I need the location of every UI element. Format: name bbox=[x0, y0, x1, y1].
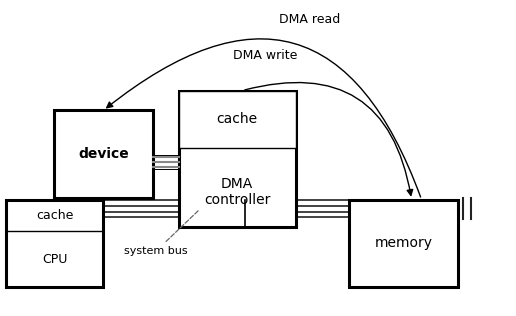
Text: memory: memory bbox=[375, 236, 433, 250]
Text: DMA read: DMA read bbox=[279, 13, 340, 26]
Text: DMA
controller: DMA controller bbox=[204, 177, 270, 207]
Bar bbox=[54, 110, 153, 198]
Text: cache: cache bbox=[217, 112, 258, 126]
Bar bbox=[349, 200, 458, 287]
Text: CPU: CPU bbox=[42, 252, 68, 266]
Bar bbox=[179, 91, 296, 228]
Text: DMA write: DMA write bbox=[233, 49, 297, 62]
Bar bbox=[179, 91, 296, 148]
Text: system bus: system bus bbox=[124, 210, 199, 256]
Bar bbox=[6, 200, 103, 287]
Text: device: device bbox=[78, 147, 129, 161]
Text: cache: cache bbox=[36, 209, 73, 222]
